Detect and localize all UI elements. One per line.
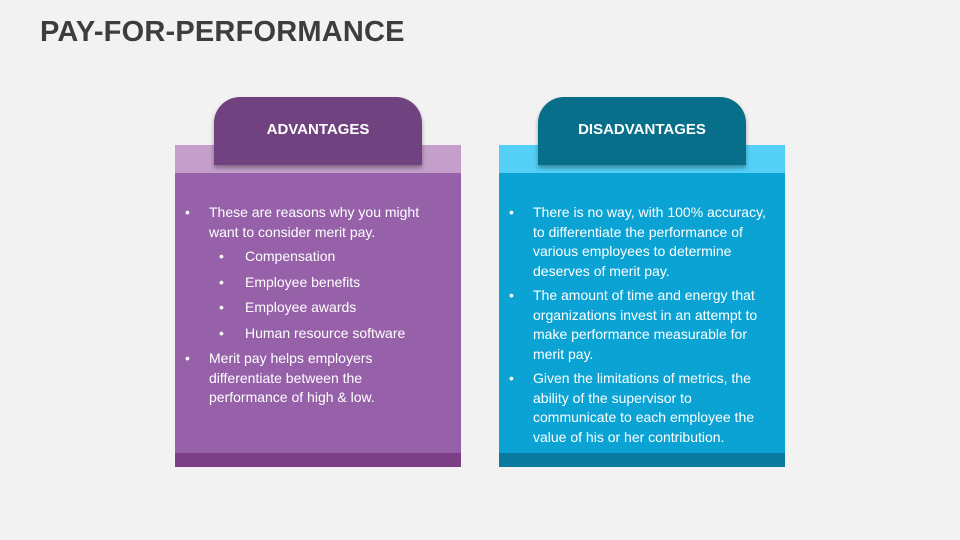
disadvantages-point: Given the limitations of metrics, the ab… xyxy=(499,369,785,447)
advantages-point: Merit pay helps employers differentiate … xyxy=(175,349,461,408)
advantages-heading: ADVANTAGES xyxy=(214,97,422,165)
disadvantages-list: There is no way, with 100% accuracy, to … xyxy=(499,203,785,447)
disadvantages-point: There is no way, with 100% accuracy, to … xyxy=(499,203,785,281)
advantages-sublist: Compensation Employee benefits Employee … xyxy=(209,247,441,343)
advantages-list: These are reasons why you might want to … xyxy=(175,203,461,408)
page-title: PAY-FOR-PERFORMANCE xyxy=(40,16,405,48)
disadvantages-heading: DISADVANTAGES xyxy=(538,97,746,165)
advantages-content: These are reasons why you might want to … xyxy=(175,203,461,413)
advantages-point-text: These are reasons why you might want to … xyxy=(209,204,420,240)
advantages-card: ADVANTAGES These are reasons why you mig… xyxy=(175,97,461,467)
disadvantages-content: There is no way, with 100% accuracy, to … xyxy=(499,203,785,452)
disadvantages-point: The amount of time and energy that organ… xyxy=(499,286,785,364)
disadvantages-card: DISADVANTAGES There is no way, with 100%… xyxy=(499,97,785,467)
advantages-subpoint: Employee benefits xyxy=(209,273,441,293)
advantages-subpoint: Human resource software xyxy=(209,324,441,344)
advantages-point: These are reasons why you might want to … xyxy=(175,203,461,343)
advantages-bottom-bar xyxy=(175,453,461,467)
disadvantages-bottom-bar xyxy=(499,453,785,467)
advantages-subpoint: Employee awards xyxy=(209,298,441,318)
advantages-subpoint: Compensation xyxy=(209,247,441,267)
